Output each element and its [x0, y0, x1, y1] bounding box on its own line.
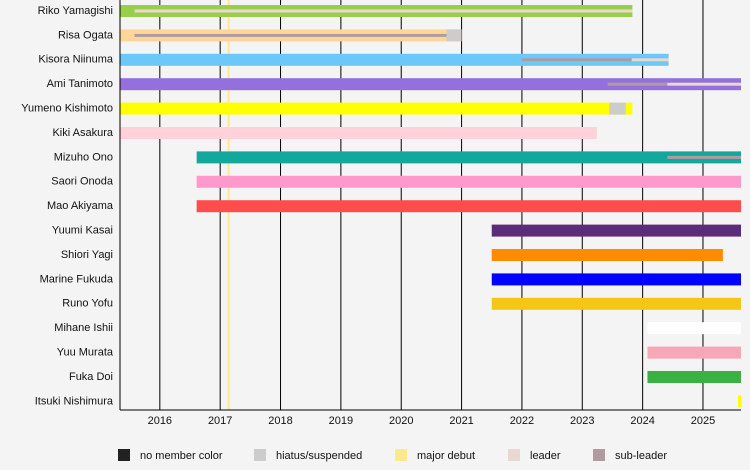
member-name: Risa Ogata	[58, 29, 114, 41]
member-bar	[491, 297, 741, 310]
member-bar	[491, 249, 723, 261]
legend-swatch	[508, 449, 520, 461]
member-name: Yumeno Kishimoto	[21, 103, 113, 115]
x-tick-label: 2017	[208, 415, 232, 427]
legend-label: sub-leader	[615, 450, 667, 462]
role-period	[134, 9, 633, 13]
legend-swatch	[395, 449, 407, 461]
role-period	[667, 155, 741, 159]
member-name: Yuumi Kasai	[52, 225, 113, 237]
member-bar	[737, 395, 741, 408]
role-period	[631, 58, 669, 62]
member-bar	[196, 175, 742, 188]
member-bar	[196, 151, 742, 164]
x-tick-label: 2021	[449, 415, 473, 427]
member-name: Saori Onoda	[51, 176, 114, 188]
legend-label: leader	[530, 450, 561, 462]
legend-swatch	[118, 449, 130, 461]
member-bar	[647, 371, 741, 383]
x-tick-label: 2018	[268, 415, 292, 427]
member-bar	[647, 346, 741, 359]
member-name: Yuu Murata	[57, 347, 114, 359]
member-name: Kiki Asakura	[52, 127, 113, 139]
member-name: Runo Yofu	[62, 298, 113, 310]
member-name: Mao Akiyama	[47, 200, 114, 212]
member-name: Shiori Yagi	[61, 249, 113, 261]
x-tick-label: 2023	[570, 415, 594, 427]
x-tick-label: 2024	[630, 415, 654, 427]
member-bar	[491, 273, 741, 286]
legend-swatch	[593, 449, 605, 461]
legend-label: hiatus/suspended	[276, 450, 362, 462]
role-period	[521, 58, 632, 62]
member-bar	[491, 224, 741, 237]
member-name: Riko Yamagishi	[38, 5, 113, 17]
x-tick-label: 2016	[148, 415, 172, 427]
member-bar	[120, 53, 669, 66]
role-period	[607, 82, 668, 86]
x-tick-label: 2020	[389, 415, 413, 427]
member-bar	[120, 78, 741, 91]
member-name: Kisora Niinuma	[38, 54, 113, 66]
member-name: Mihane Ishii	[54, 322, 113, 334]
member-bar	[196, 200, 742, 213]
member-name: Itsuki Nishimura	[35, 395, 114, 407]
member-name: Fuka Doi	[69, 371, 113, 383]
member-name: Ami Tanimoto	[47, 78, 113, 90]
member-name: Marine Fukuda	[40, 273, 114, 285]
member-bar	[120, 102, 633, 115]
role-period	[446, 29, 462, 42]
member-bar	[647, 322, 741, 335]
member-name: Mizuho Ono	[54, 151, 113, 163]
x-tick-label: 2022	[510, 415, 534, 427]
legend-label: major debut	[417, 450, 475, 462]
legend-swatch	[254, 449, 266, 461]
member-bar	[120, 127, 597, 139]
role-period	[667, 82, 741, 86]
role-period	[134, 33, 447, 37]
x-tick-label: 2019	[329, 415, 353, 427]
role-period	[609, 102, 626, 115]
x-tick-label: 2025	[691, 415, 715, 427]
legend-label: no member color	[140, 450, 223, 462]
